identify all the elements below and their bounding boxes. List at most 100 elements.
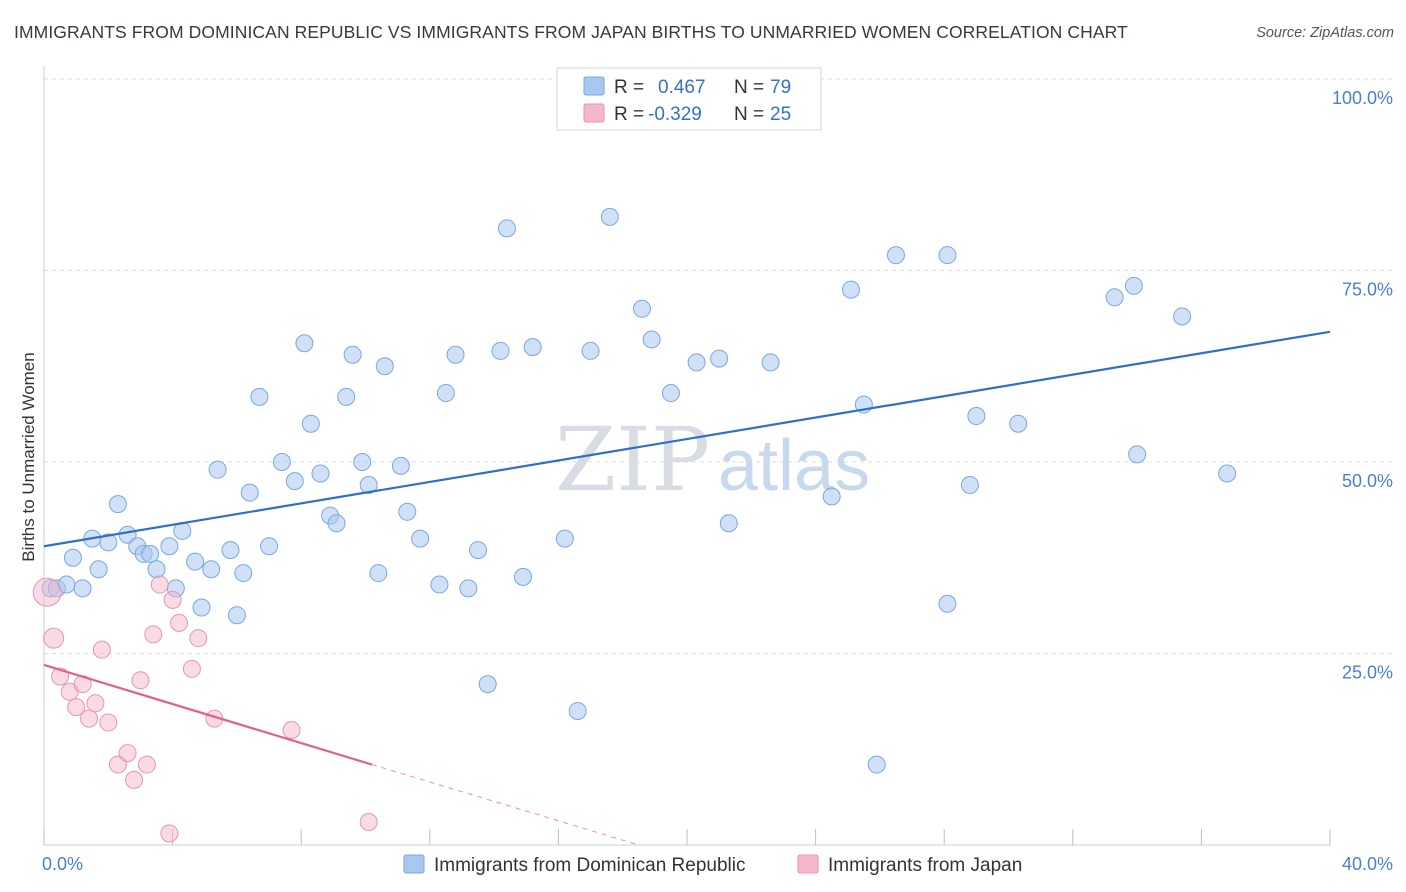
point-dominican bbox=[192, 598, 211, 617]
point-japan bbox=[92, 640, 111, 659]
point-dominican bbox=[227, 606, 246, 625]
legend-n-value-dominican: 79 bbox=[770, 77, 791, 98]
point-dominican bbox=[491, 341, 510, 360]
legend-swatch-dominican bbox=[583, 76, 605, 96]
point-dominican bbox=[497, 219, 516, 238]
point-dominican bbox=[343, 345, 362, 364]
point-dominican bbox=[260, 537, 279, 556]
axes bbox=[43, 66, 1331, 846]
point-dominican bbox=[99, 533, 118, 552]
legend-r-label-dominican: R = bbox=[614, 77, 644, 98]
y-axis-label: Births to Unmarried Women bbox=[19, 352, 38, 561]
point-dominican bbox=[301, 414, 320, 433]
point-dominican bbox=[208, 460, 227, 479]
point-dominican bbox=[661, 384, 680, 403]
point-dominican bbox=[960, 475, 979, 494]
point-dominican bbox=[469, 541, 488, 560]
point-dominican bbox=[353, 453, 372, 471]
point-dominican bbox=[221, 541, 240, 560]
point-japan bbox=[189, 629, 208, 648]
point-dominican bbox=[430, 575, 449, 594]
trend-lines bbox=[43, 330, 1331, 846]
point-japan bbox=[108, 755, 127, 774]
point-dominican bbox=[555, 529, 574, 548]
trend-line-dominican bbox=[43, 330, 1331, 548]
point-japan bbox=[67, 698, 86, 717]
point-dominican bbox=[337, 387, 356, 406]
tick-labels: 100.0% 75.0% 50.0% 25.0% 0.0% 40.0% bbox=[42, 88, 1393, 874]
legend-swatch-japan bbox=[583, 103, 605, 123]
point-dominican bbox=[1218, 464, 1237, 483]
point-japan bbox=[170, 613, 189, 632]
point-japan bbox=[43, 627, 65, 649]
bottom-legend-label-japan: Immigrants from Japan bbox=[828, 855, 1022, 876]
point-dominican bbox=[600, 207, 619, 226]
point-dominican bbox=[160, 537, 179, 556]
point-dominican bbox=[250, 387, 269, 406]
point-dominican bbox=[459, 579, 478, 598]
point-dominican bbox=[311, 464, 330, 483]
point-dominican bbox=[375, 357, 394, 376]
source-label: Source: ZipAtlas.com bbox=[1256, 25, 1394, 41]
point-dominican bbox=[867, 755, 886, 774]
point-dominican bbox=[938, 594, 957, 613]
point-dominican bbox=[514, 567, 533, 586]
legend-n-value-japan: 25 bbox=[770, 104, 791, 125]
point-dominican bbox=[568, 701, 587, 720]
point-dominican bbox=[967, 407, 986, 426]
point-dominican bbox=[1105, 288, 1124, 307]
point-japan bbox=[144, 625, 163, 644]
point-japan bbox=[131, 671, 150, 690]
point-japan bbox=[163, 590, 182, 609]
watermark: ZIP atlas bbox=[555, 408, 870, 511]
point-dominican bbox=[523, 338, 542, 357]
chart-title: IMMIGRANTS FROM DOMINICAN REPUBLIC VS IM… bbox=[14, 22, 1128, 42]
y-tick-label: 50.0% bbox=[1342, 471, 1393, 491]
point-japan bbox=[99, 713, 118, 732]
point-dominican bbox=[234, 564, 253, 583]
point-dominican bbox=[285, 472, 304, 491]
watermark-zip: ZIP bbox=[555, 408, 710, 511]
point-dominican bbox=[1124, 276, 1143, 295]
point-dominican bbox=[108, 495, 127, 514]
point-dominican bbox=[327, 514, 346, 533]
point-dominican bbox=[391, 456, 410, 475]
top-legend: R = 0.467 N = 79 R = -0.329 N = 25 bbox=[556, 67, 822, 131]
point-dominican bbox=[240, 483, 259, 502]
legend-r-label-japan: R = bbox=[614, 104, 644, 125]
point-dominican bbox=[478, 675, 497, 694]
data-points bbox=[32, 207, 1237, 843]
bottom-legend-swatch-dominican bbox=[403, 854, 425, 874]
x-tick-label: 0.0% bbox=[42, 854, 83, 874]
point-japan bbox=[80, 709, 99, 728]
point-dominican bbox=[369, 564, 388, 583]
bottom-legend: Immigrants from Dominican Republic Immig… bbox=[403, 854, 1022, 876]
point-dominican bbox=[63, 548, 82, 567]
point-dominican bbox=[1009, 414, 1028, 433]
point-dominican bbox=[73, 579, 92, 598]
point-dominican bbox=[822, 487, 841, 506]
point-dominican bbox=[295, 334, 314, 353]
point-japan bbox=[182, 659, 201, 678]
legend-r-value-dominican: 0.467 bbox=[658, 77, 706, 98]
point-japan bbox=[359, 813, 378, 832]
point-dominican bbox=[761, 353, 780, 372]
point-dominican bbox=[687, 353, 706, 372]
y-tick-label: 100.0% bbox=[1332, 88, 1393, 108]
point-japan bbox=[137, 755, 156, 774]
point-japan bbox=[282, 721, 301, 740]
point-dominican bbox=[710, 349, 729, 368]
point-dominican bbox=[436, 384, 455, 403]
point-dominican bbox=[89, 560, 108, 579]
watermark-atlas: atlas bbox=[718, 426, 870, 506]
point-dominican bbox=[581, 341, 600, 360]
bottom-legend-swatch-japan bbox=[797, 854, 819, 874]
point-dominican bbox=[398, 502, 417, 521]
point-dominican bbox=[1128, 445, 1147, 464]
point-dominican bbox=[632, 299, 651, 318]
point-dominican bbox=[186, 552, 205, 571]
point-dominican bbox=[642, 330, 661, 349]
trend-line-japan-extension bbox=[371, 764, 639, 846]
point-dominican bbox=[411, 529, 430, 548]
